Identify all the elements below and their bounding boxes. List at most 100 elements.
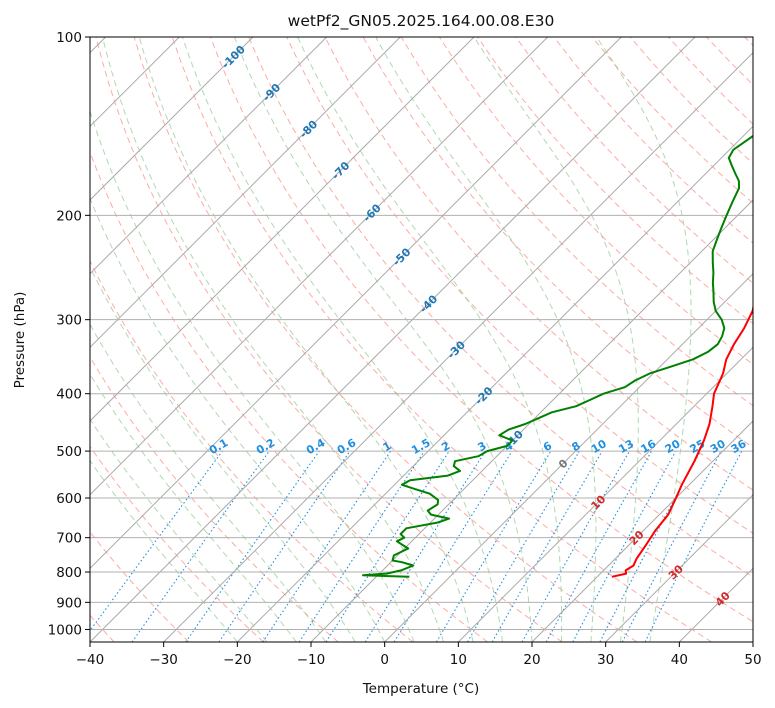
moist-adiabat [90, 197, 386, 642]
moist-adiabat [90, 109, 415, 642]
y-axis: 100 200 300 400 500 600 700 800 900 1000 [48, 30, 90, 638]
moist-adiabat [473, 37, 639, 642]
x-tick-label: −20 [223, 652, 252, 668]
y-tick-label: 500 [56, 444, 82, 460]
isotherm [752, 641, 753, 642]
x-tick-label: −30 [149, 652, 178, 668]
dry-adiabat [744, 37, 753, 47]
y-tick-label: 800 [56, 565, 82, 581]
isotherm [384, 272, 753, 642]
isotherm [90, 37, 696, 642]
moist-adiabat [90, 323, 327, 642]
mixing-ratio-label: 13 [616, 437, 636, 456]
isotherm [90, 37, 549, 496]
moist-adiabat [102, 37, 445, 642]
dry-adiabat [553, 37, 753, 244]
mixing-ratio-label: 0.6 [335, 436, 359, 457]
dry-adiabat [248, 37, 753, 578]
dry-adiabat [171, 37, 712, 642]
mixing-ratio-label: 0.2 [254, 436, 277, 457]
dry-adiabat [90, 150, 488, 642]
dry-adiabat [90, 259, 414, 642]
mixing-ratio-line [185, 450, 320, 642]
dry-adiabat [477, 37, 753, 325]
moist-adiabat [596, 37, 692, 642]
dry-adiabat [90, 356, 339, 642]
dry-adiabat [95, 37, 563, 642]
isotherm [90, 37, 401, 349]
y-tick-label: 300 [56, 313, 82, 329]
moist-adiabat [90, 459, 238, 642]
moist-adiabat [375, 37, 597, 642]
isotherm [605, 493, 753, 642]
plot-area: -100-90-80-70-60-50-40-30-20-10010203040… [90, 37, 753, 642]
isotherm [531, 420, 753, 642]
isotherm [90, 37, 328, 275]
isotherm [457, 346, 753, 642]
isotherm-label: -100 [219, 43, 248, 72]
x-tick-label: 40 [671, 652, 688, 668]
mixing-ratio-line [298, 450, 425, 642]
dry-adiabat [515, 37, 753, 284]
mixing-ratio-label: 10 [589, 437, 609, 456]
mixing-ratio-line [545, 450, 653, 642]
x-axis: −40 −30 −20 −10 0 10 20 30 40 50 [76, 642, 762, 668]
mixing-ratio-line [131, 450, 270, 642]
mixing-ratio-line [90, 450, 223, 632]
y-tick-label: 400 [56, 387, 82, 403]
plot-frame [89, 36, 754, 643]
moist-adiabat [297, 37, 563, 642]
dry-adiabat [286, 37, 753, 534]
mixing-ratio-line [435, 450, 552, 642]
dry-adiabat [591, 37, 753, 204]
isotherm [236, 125, 753, 642]
mixing-ratio-label: 1.5 [409, 436, 432, 457]
mixing-ratio-label: 2 [439, 439, 452, 454]
isotherm-label: -80 [297, 118, 320, 141]
mixing-ratio-line [521, 450, 630, 642]
moist-adiabat [138, 37, 474, 642]
dry-adiabat [210, 37, 753, 623]
isotherm [90, 37, 622, 570]
y-tick-label: 100 [56, 30, 82, 46]
y-axis-label: Pressure (hPa) [12, 292, 28, 389]
isotherm [678, 567, 753, 642]
isotherm-label: -50 [390, 245, 413, 268]
y-tick-label: 1000 [48, 622, 82, 638]
dry-adiabat [706, 37, 753, 86]
x-axis-label: Temperature (°C) [362, 681, 480, 697]
x-tick-label: −10 [297, 652, 326, 668]
x-tick-label: −40 [76, 652, 105, 668]
x-tick-label: 50 [744, 652, 761, 668]
mixing-ratio-line [325, 450, 450, 642]
isotherm-label: -30 [445, 338, 468, 361]
y-tick-label: 900 [56, 595, 82, 611]
mixing-ratio-line [644, 450, 743, 642]
mixing-ratio-line [467, 450, 580, 642]
y-tick-label: 600 [56, 491, 82, 507]
mixing-ratio-line [262, 450, 392, 642]
x-tick-label: 30 [597, 652, 614, 668]
dry-adiabat [90, 531, 190, 642]
x-tick-label: 20 [523, 652, 540, 668]
isotherm [90, 37, 254, 201]
mixing-ratio-label: 30 [708, 437, 728, 456]
mixing-ratio-line [364, 450, 486, 642]
mixing-ratio-label: 16 [638, 437, 658, 456]
dry-adiabat [133, 37, 638, 642]
mixing-ratio-label: 36 [729, 437, 749, 456]
dry-adiabat [90, 445, 264, 642]
moist-adiabat [90, 265, 356, 642]
mixing-ratio-label: 0.1 [207, 436, 230, 457]
x-tick-label: 0 [380, 652, 389, 668]
isotherm [90, 37, 475, 422]
mixing-ratio-label: 1 [381, 439, 394, 454]
dry-adiabat [668, 37, 753, 125]
mixing-ratio-line [393, 450, 513, 642]
x-tick-label: 10 [450, 652, 467, 668]
mixing-ratio-line [572, 450, 677, 642]
moist-adiabat [182, 37, 503, 642]
isotherm-label: 10 [588, 492, 608, 512]
moist-adiabat [90, 418, 268, 642]
